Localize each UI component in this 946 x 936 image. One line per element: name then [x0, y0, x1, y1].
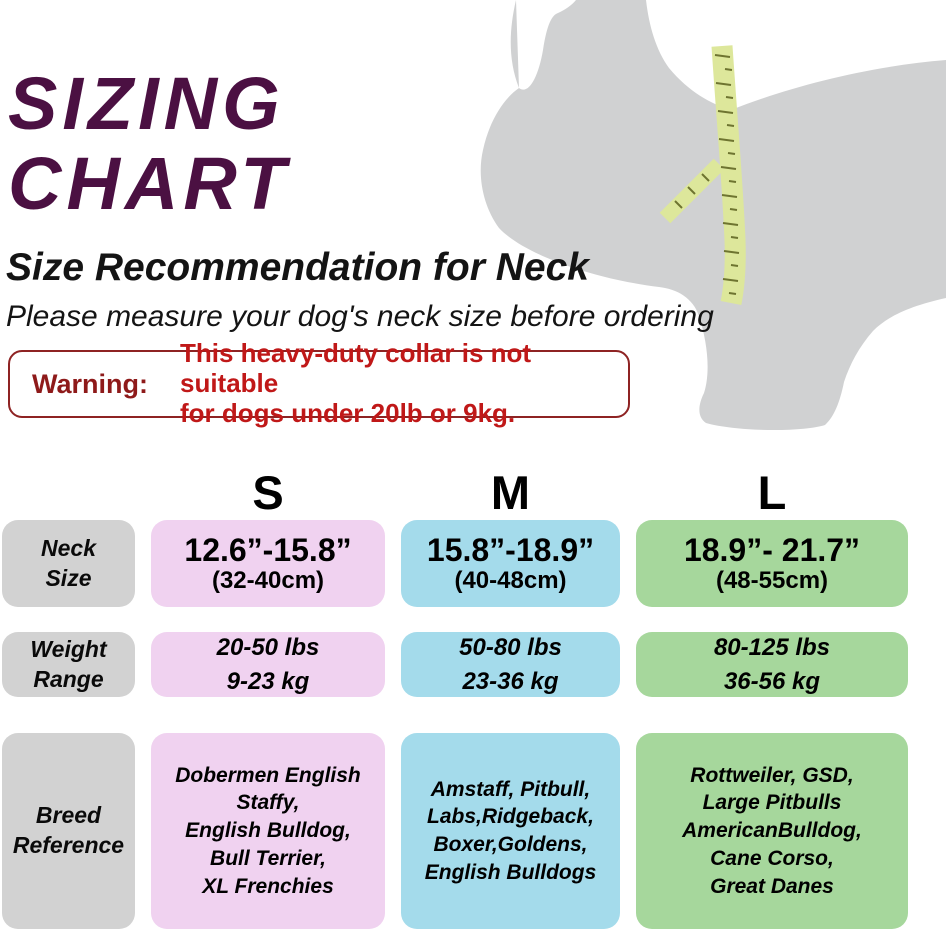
measure-note: Please measure your dog's neck size befo…	[6, 300, 714, 333]
neck-size-m-inches: 15.8”-18.9”	[426, 532, 595, 569]
neck-size-l-inches: 18.9”- 21.7”	[683, 532, 861, 569]
row-label-breed-reference: Breed Reference	[2, 733, 135, 929]
warning-box: Warning: This heavy-duty collar is not s…	[8, 338, 630, 428]
title-line-2: CHART	[8, 142, 291, 225]
weight-range-cell-s: 20-50 lbs 9-23 kg	[151, 632, 385, 697]
dog-silhouette-illustration	[480, 0, 946, 431]
neck-size-cell-m: 15.8”-18.9” (40-48cm)	[401, 520, 620, 607]
warning-label: Warning:	[32, 368, 148, 399]
weight-range-cell-l: 80-125 lbs 36-56 kg	[636, 632, 908, 697]
row-label-neck-size: Neck Size	[2, 520, 135, 607]
neck-size-s-cm: (32-40cm)	[211, 566, 325, 594]
measuring-tape-ticks	[674, 54, 740, 295]
breed-reference-cell-s: Dobermen English Staffy, English Bulldog…	[151, 733, 385, 929]
column-header-m: M	[490, 469, 531, 519]
breed-reference-cell-m: Amstaff, Pitbull, Labs,Ridgeback, Boxer,…	[401, 733, 620, 929]
neck-size-m-cm: (40-48cm)	[454, 566, 567, 594]
page-title: SIZING CHART	[8, 64, 291, 224]
neck-size-cell-s: 12.6”-15.8” (32-40cm)	[151, 520, 385, 607]
neck-size-l-cm: (48-55cm)	[715, 566, 829, 594]
column-header-l: L	[757, 469, 787, 519]
title-line-1: SIZING	[8, 62, 285, 145]
subtitle: Size Recommendation for Neck	[6, 246, 589, 289]
neck-size-cell-l: 18.9”- 21.7” (48-55cm)	[636, 520, 908, 607]
weight-range-cell-m: 50-80 lbs 23-36 kg	[401, 632, 620, 697]
breed-reference-cell-l: Rottweiler, GSD, Large Pitbulls American…	[636, 733, 908, 929]
neck-size-s-inches: 12.6”-15.8”	[184, 532, 352, 569]
row-label-weight-range: Weight Range	[2, 632, 135, 697]
size-table: S M L Neck Size 12.6”-15.8” (32-40cm) 15…	[2, 460, 908, 929]
column-header-s: S	[252, 469, 284, 519]
warning-message: This heavy-duty collar is not suitable f…	[179, 338, 532, 428]
dog-body-shape	[480, 0, 946, 431]
